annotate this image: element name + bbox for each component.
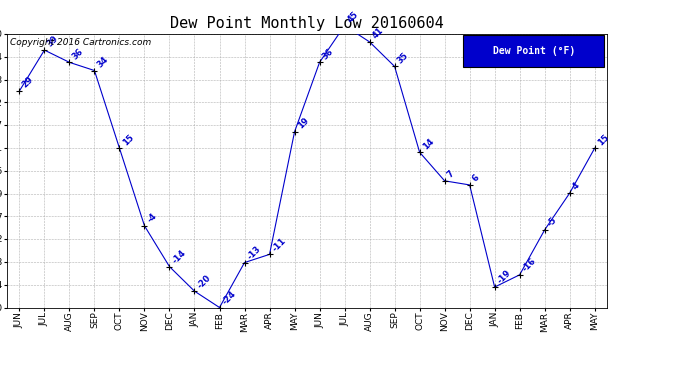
Bar xyxy=(463,35,604,67)
Text: 39: 39 xyxy=(46,34,60,49)
Text: -5: -5 xyxy=(546,216,559,229)
Text: -11: -11 xyxy=(270,236,288,253)
Text: 4: 4 xyxy=(571,182,582,192)
Text: -4: -4 xyxy=(146,211,159,225)
Text: 15: 15 xyxy=(121,132,135,147)
Text: 34: 34 xyxy=(96,55,110,69)
Text: 15: 15 xyxy=(596,132,611,147)
Text: 29: 29 xyxy=(21,75,35,90)
Text: -14: -14 xyxy=(170,248,188,266)
Text: 45: 45 xyxy=(346,10,360,24)
Text: 7: 7 xyxy=(446,169,456,180)
Text: -24: -24 xyxy=(221,289,238,306)
Text: 14: 14 xyxy=(421,136,435,151)
Text: -13: -13 xyxy=(246,244,263,261)
Title: Dew Point Monthly Low 20160604: Dew Point Monthly Low 20160604 xyxy=(170,16,444,31)
Text: -20: -20 xyxy=(196,273,213,290)
Text: 41: 41 xyxy=(371,26,386,41)
Text: 6: 6 xyxy=(471,173,482,184)
Text: Copyright 2016 Cartronics.com: Copyright 2016 Cartronics.com xyxy=(10,38,151,47)
Text: Dew Point (°F): Dew Point (°F) xyxy=(493,46,575,56)
Text: -19: -19 xyxy=(496,269,513,286)
Text: 36: 36 xyxy=(70,46,86,61)
Text: 35: 35 xyxy=(396,51,411,65)
Text: 36: 36 xyxy=(321,46,335,61)
Text: 19: 19 xyxy=(296,116,310,130)
Text: -16: -16 xyxy=(521,256,538,274)
